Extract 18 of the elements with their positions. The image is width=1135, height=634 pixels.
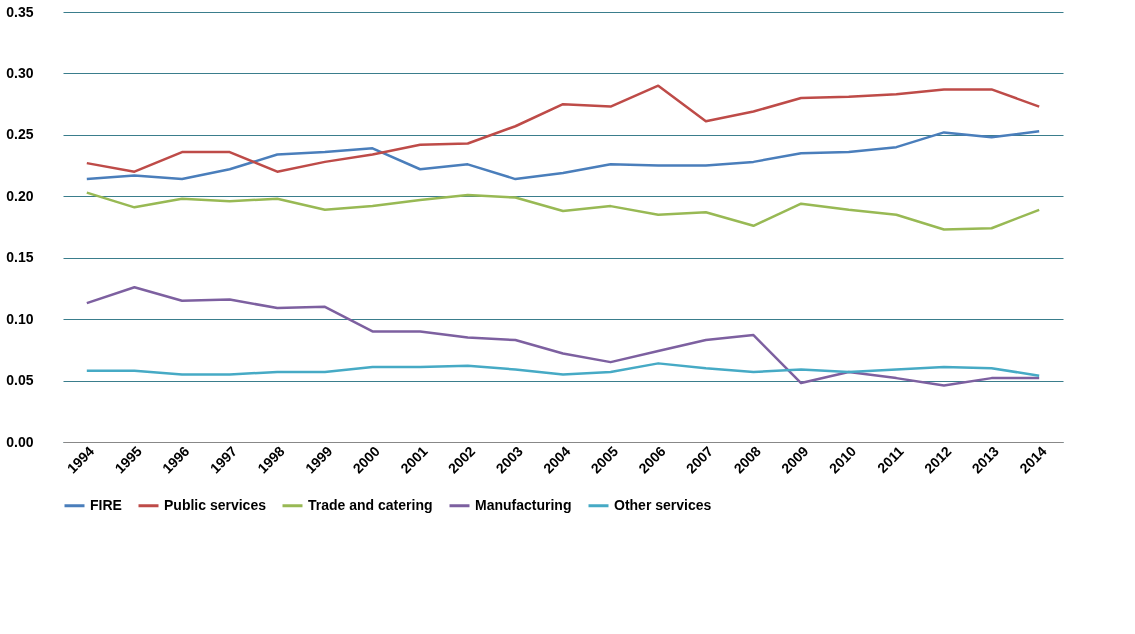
y-tick-label: 0.05 — [6, 372, 34, 389]
line-series — [85, 129, 1041, 181]
y-tick-label: 0.25 — [6, 126, 34, 143]
legend-label: FIRE — [90, 496, 122, 513]
y-tick-label: 0.10 — [6, 310, 34, 327]
line-series — [85, 191, 1041, 231]
y-tick-label: 0.00 — [6, 433, 34, 450]
y-tick-label: 0.35 — [6, 3, 34, 20]
legend-label: Other services — [614, 496, 712, 513]
y-tick-label: 0.20 — [6, 187, 34, 204]
y-tick-label: 0.15 — [6, 249, 34, 266]
legend-label: Trade and catering — [308, 496, 433, 513]
legend-label: Manufacturing — [475, 496, 572, 513]
legend-label: Public services — [164, 496, 267, 513]
line-series — [85, 362, 1041, 377]
line-series — [85, 285, 1041, 387]
line-series — [85, 84, 1041, 173]
y-tick-label: 0.30 — [6, 64, 34, 81]
